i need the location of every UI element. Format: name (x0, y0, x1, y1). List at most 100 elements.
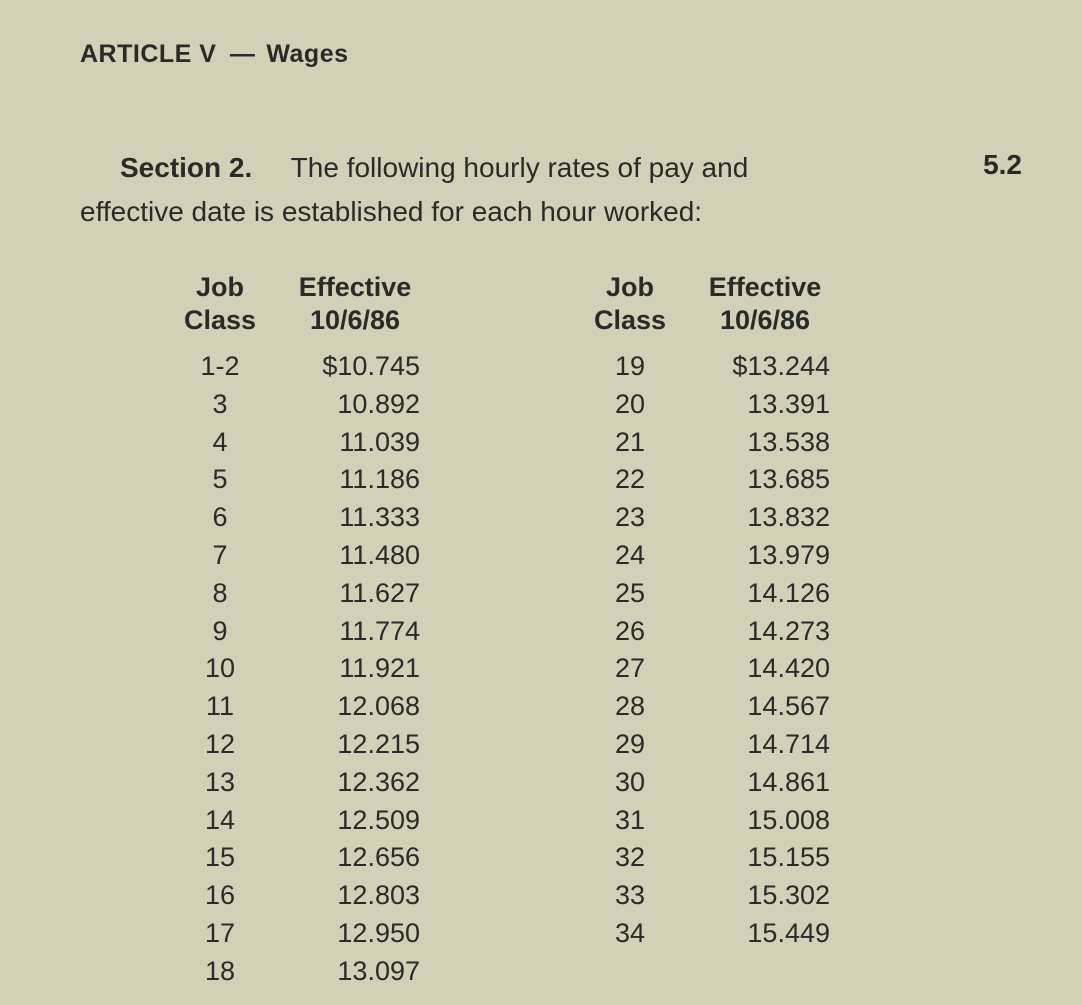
cell-job-class: 11 (160, 688, 280, 726)
cell-job-class: 30 (570, 764, 690, 802)
table-row: 2814.567 (570, 688, 840, 726)
cell-job-class: 16 (160, 877, 280, 915)
cell-job-class: 24 (570, 537, 690, 575)
cell-rate: 14.273 (690, 613, 840, 651)
cell-rate: 12.509 (280, 802, 430, 840)
header-rate-l1: Effective (280, 271, 430, 305)
table-row: 1813.097 (160, 953, 430, 991)
header-class-l1: Job (570, 271, 690, 305)
section-body: Section 2. The following hourly rates of… (120, 149, 943, 187)
table-row: 310.892 (160, 386, 430, 424)
table-row: 2213.685 (570, 461, 840, 499)
cell-job-class: 5 (160, 461, 280, 499)
table-row: 811.627 (160, 575, 430, 613)
table-row: 2514.126 (570, 575, 840, 613)
cell-job-class: 31 (570, 802, 690, 840)
cell-job-class: 22 (570, 461, 690, 499)
cell-job-class: 34 (570, 915, 690, 953)
cell-rate: 15.008 (690, 802, 840, 840)
wage-table-col1: Job Class Effective 10/6/86 1-2$10.74531… (160, 271, 430, 991)
cell-job-class: 1-2 (160, 348, 280, 386)
col-header-class: Job Class (160, 271, 280, 339)
table-header: Job Class Effective 10/6/86 (160, 271, 430, 339)
table-row: 19$13.244 (570, 348, 840, 386)
table-row: 511.186 (160, 461, 430, 499)
cell-job-class: 20 (570, 386, 690, 424)
table-row: 1512.656 (160, 839, 430, 877)
table-row: 2914.714 (570, 726, 840, 764)
cell-job-class: 19 (570, 348, 690, 386)
table-row: 1-2$10.745 (160, 348, 430, 386)
cell-rate: 11.774 (280, 613, 430, 651)
cell-rate: 12.803 (280, 877, 430, 915)
cell-job-class: 27 (570, 650, 690, 688)
wage-table-col2: Job Class Effective 10/6/86 19$13.244201… (570, 271, 840, 991)
cell-job-class: 21 (570, 424, 690, 462)
cell-job-class: 26 (570, 613, 690, 651)
cell-rate: 15.155 (690, 839, 840, 877)
cell-job-class: 10 (160, 650, 280, 688)
cell-rate: 11.039 (280, 424, 430, 462)
cell-rate: 12.215 (280, 726, 430, 764)
section-text-line1: The following hourly rates of pay and (291, 152, 749, 183)
article-number: ARTICLE V (80, 40, 216, 68)
header-class-l2: Class (160, 304, 280, 338)
table-row: 2614.273 (570, 613, 840, 651)
cell-rate: 10.892 (280, 386, 430, 424)
table-row: 1612.803 (160, 877, 430, 915)
header-class-l2: Class (570, 304, 690, 338)
cell-job-class: 23 (570, 499, 690, 537)
cell-rate: 13.097 (280, 953, 430, 991)
table-row: 3215.155 (570, 839, 840, 877)
article-title: Wages (266, 40, 348, 68)
section-number: 5.2 (983, 149, 1022, 187)
cell-rate: 12.950 (280, 915, 430, 953)
table-row: 1412.509 (160, 802, 430, 840)
cell-job-class: 18 (160, 953, 280, 991)
cell-job-class: 9 (160, 613, 280, 651)
cell-job-class: 25 (570, 575, 690, 613)
cell-rate: 11.627 (280, 575, 430, 613)
cell-rate: $13.244 (690, 348, 840, 386)
table-row: 3415.449 (570, 915, 840, 953)
cell-job-class: 28 (570, 688, 690, 726)
section-text-line2: effective date is established for each h… (80, 193, 1022, 231)
cell-job-class: 15 (160, 839, 280, 877)
table-row: 611.333 (160, 499, 430, 537)
table-row: 2413.979 (570, 537, 840, 575)
page-header: ARTICLE V — Wages (80, 40, 1022, 69)
cell-rate: 15.449 (690, 915, 840, 953)
cell-job-class: 4 (160, 424, 280, 462)
table-row: 3115.008 (570, 802, 840, 840)
cell-job-class: 12 (160, 726, 280, 764)
cell-rate: 12.362 (280, 764, 430, 802)
cell-job-class: 3 (160, 386, 280, 424)
wage-tables: Job Class Effective 10/6/86 1-2$10.74531… (80, 271, 1022, 991)
table-row: 711.480 (160, 537, 430, 575)
cell-rate: 13.979 (690, 537, 840, 575)
table-row: 2313.832 (570, 499, 840, 537)
cell-job-class: 6 (160, 499, 280, 537)
table-row: 1312.362 (160, 764, 430, 802)
table-row: 3315.302 (570, 877, 840, 915)
cell-rate: 14.126 (690, 575, 840, 613)
cell-job-class: 32 (570, 839, 690, 877)
cell-job-class: 14 (160, 802, 280, 840)
cell-job-class: 7 (160, 537, 280, 575)
cell-rate: 13.685 (690, 461, 840, 499)
cell-rate: 14.861 (690, 764, 840, 802)
table-row: 2113.538 (570, 424, 840, 462)
header-dash: — (230, 40, 253, 68)
cell-job-class: 33 (570, 877, 690, 915)
cell-rate: 14.567 (690, 688, 840, 726)
section-label: Section 2. (120, 152, 252, 183)
table-body-col2: 19$13.2442013.3912113.5382213.6852313.83… (570, 348, 840, 953)
table-row: 1212.215 (160, 726, 430, 764)
table-header: Job Class Effective 10/6/86 (570, 271, 840, 339)
table-row: 3014.861 (570, 764, 840, 802)
col-header-rate: Effective 10/6/86 (690, 271, 840, 339)
cell-rate: 11.186 (280, 461, 430, 499)
header-rate-l2: 10/6/86 (280, 304, 430, 338)
cell-rate: 14.714 (690, 726, 840, 764)
cell-rate: 11.480 (280, 537, 430, 575)
